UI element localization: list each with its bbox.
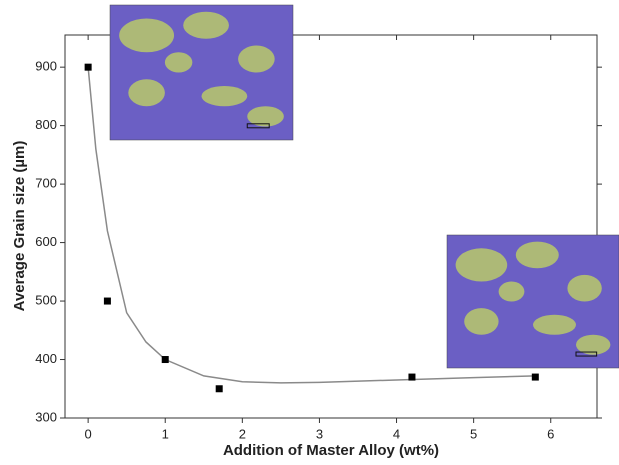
inset-grain <box>238 45 275 73</box>
inset-grain <box>247 106 284 127</box>
inset-grain <box>464 308 499 335</box>
inset-texture <box>109 4 294 141</box>
scale-bar <box>575 351 598 357</box>
inset-texture <box>446 234 619 369</box>
fit-curve <box>87 67 536 384</box>
micrograph-inset <box>446 234 619 369</box>
inset-grain <box>515 241 559 269</box>
micrograph-inset <box>109 4 294 141</box>
plot-frame <box>64 34 598 419</box>
y-tick-label: 900 <box>35 59 57 74</box>
scale-bar <box>246 123 270 129</box>
data-point <box>161 356 169 364</box>
y-tick-label: 400 <box>35 351 57 366</box>
x-tick-label: 0 <box>85 426 92 441</box>
inset-grain <box>183 11 229 39</box>
x-tick-label: 4 <box>393 426 400 441</box>
inset-grain <box>567 274 602 302</box>
inset-grain <box>201 86 248 107</box>
x-axis-label: Addition of Master Alloy (wt%) <box>223 442 439 459</box>
inset-grain <box>119 18 175 53</box>
x-tick-label: 6 <box>547 426 554 441</box>
y-tick-label: 500 <box>35 292 57 307</box>
y-tick-label: 600 <box>35 234 57 249</box>
inset-grain <box>128 79 165 107</box>
data-point <box>408 373 416 381</box>
inset-grain <box>576 334 611 355</box>
data-point <box>103 297 111 305</box>
x-tick-label: 2 <box>239 426 246 441</box>
data-point <box>215 385 223 393</box>
inset-grain <box>164 52 193 73</box>
data-point <box>84 63 92 71</box>
x-tick-label: 3 <box>316 426 323 441</box>
y-tick-label: 700 <box>35 176 57 191</box>
inset-grain <box>498 281 525 302</box>
inset-grain <box>533 314 576 335</box>
x-tick-label: 1 <box>162 426 169 441</box>
y-tick-label: 800 <box>35 117 57 132</box>
y-axis-label: Average Grain size (µm) <box>11 141 28 312</box>
x-tick-label: 5 <box>470 426 477 441</box>
y-tick-label: 300 <box>35 409 57 424</box>
data-point <box>531 373 539 381</box>
inset-grain <box>455 248 508 282</box>
